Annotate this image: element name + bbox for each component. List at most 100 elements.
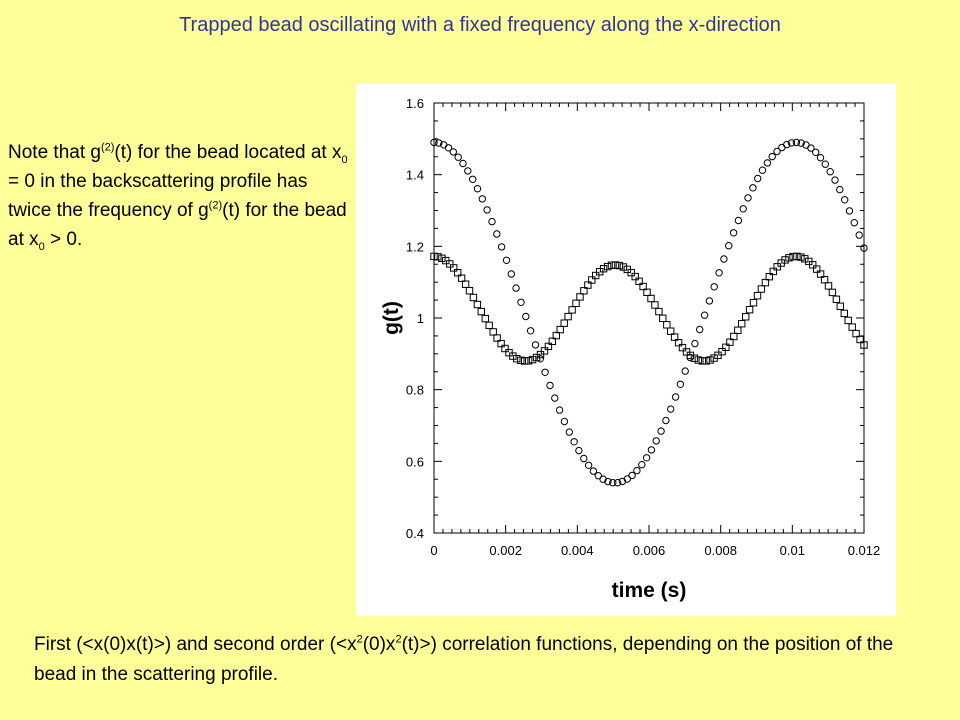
square-series-point — [773, 263, 781, 271]
circle-series-point — [609, 479, 617, 487]
square-series-point — [757, 285, 766, 293]
y-tick-label: 1.6 — [406, 96, 424, 111]
square-series-point — [580, 287, 588, 295]
square-series-point — [694, 356, 703, 364]
square-series-point — [655, 307, 663, 316]
square-series-point — [663, 321, 671, 329]
x-tick-label: 0 — [430, 543, 437, 558]
circle-series-point — [676, 380, 685, 388]
square-series-point — [615, 261, 624, 270]
circle-series-point — [845, 207, 854, 215]
square-series-point — [592, 271, 600, 280]
circle-series-point — [671, 393, 680, 401]
square-series-point — [781, 256, 789, 264]
circle-series-point — [536, 355, 545, 363]
square-series-point — [765, 273, 774, 281]
slide-title: Trapped bead oscillating with a fixed fr… — [179, 14, 781, 36]
square-series-point — [848, 323, 856, 331]
square-series-point — [698, 357, 707, 365]
circle-series-point — [502, 256, 511, 265]
square-series-point — [434, 253, 442, 261]
circle-series-point — [807, 144, 815, 152]
circle-series-point — [860, 244, 868, 252]
x-tick-label: 0.012 — [848, 543, 881, 558]
circle-series-point — [787, 139, 796, 147]
circle-series-point — [778, 143, 786, 152]
square-series-point — [809, 261, 817, 269]
square-series-point — [832, 295, 841, 304]
plot-frame — [433, 102, 865, 534]
circle-series-point — [541, 368, 549, 376]
square-series-point — [813, 265, 821, 273]
circle-series-point — [555, 406, 564, 414]
circle-series-point — [633, 466, 641, 475]
square-series-point — [485, 321, 493, 330]
square-series-point — [690, 354, 699, 362]
square-series-point — [761, 278, 770, 287]
circle-series-point — [589, 467, 598, 475]
chart-panel: 0 0.002 0.004 0.006 0.008 0.01 0.012 0.4 0.6 0.8 1… — [356, 84, 896, 616]
square-series-point — [726, 338, 734, 346]
square-series-point — [457, 274, 466, 282]
square-series-point — [824, 282, 833, 290]
circle-series-point — [565, 428, 574, 436]
circle-series-point — [551, 394, 559, 402]
square-series-point — [513, 355, 521, 363]
circle-series-point — [763, 159, 772, 167]
square-series-point — [501, 344, 509, 353]
circle-series-point — [773, 147, 781, 156]
square-series-point — [674, 339, 683, 347]
circle-series-point — [700, 311, 709, 319]
circle-series-point — [768, 152, 776, 161]
circle-series-point — [497, 243, 506, 251]
y-tick-label: 1.4 — [406, 168, 424, 183]
square-series-point — [647, 294, 655, 303]
square-series-point — [469, 293, 478, 302]
square-series-point — [742, 313, 750, 321]
circle-series-point — [797, 139, 805, 147]
circle-series-point — [580, 454, 588, 463]
circle-series-point — [473, 185, 482, 193]
square-series-point — [852, 329, 860, 338]
x-axis-label: time (s) — [612, 579, 687, 602]
square-series-point — [801, 255, 809, 263]
square-series-point — [678, 343, 687, 352]
square-series-point — [828, 288, 837, 297]
square-series-point — [599, 265, 608, 273]
square-series-point — [738, 320, 746, 328]
y-tick-label: 0.4 — [406, 526, 424, 541]
square-series-point — [446, 260, 454, 268]
square-series-point — [521, 357, 529, 365]
square-series-point — [797, 253, 805, 261]
circle-series-point — [642, 454, 651, 462]
circle-series-point — [517, 298, 525, 307]
circle-series-point — [657, 427, 665, 435]
y-tick-label: 1 — [417, 311, 424, 326]
square-series-point — [568, 306, 576, 314]
square-series-point — [639, 282, 647, 291]
square-series-point — [631, 272, 639, 281]
square-series-point — [635, 277, 643, 286]
circle-series-point — [739, 205, 747, 213]
circle-series-point — [691, 339, 699, 348]
square-series-point — [544, 342, 553, 351]
circle-series-point — [667, 405, 675, 413]
circle-series-point — [613, 479, 622, 487]
y-tick-label: 0.8 — [406, 383, 424, 398]
square-series-point — [473, 300, 482, 309]
y-tick-label: 1.2 — [406, 239, 424, 254]
circle-series-point — [754, 174, 762, 183]
x-tick-label: 0.006 — [633, 543, 666, 558]
square-series-point — [785, 254, 793, 262]
square-series-point — [745, 306, 754, 314]
square-series-point — [651, 301, 659, 309]
square-series-point — [572, 299, 580, 308]
circle-series-point — [560, 417, 569, 426]
square-series-point — [493, 334, 501, 342]
circle-series-point — [449, 148, 458, 156]
square-series-point — [454, 269, 462, 277]
x-tick-label: 0.004 — [561, 543, 594, 558]
square-series-point — [706, 356, 714, 364]
square-series-point — [789, 252, 797, 261]
square-series-point — [793, 252, 801, 261]
